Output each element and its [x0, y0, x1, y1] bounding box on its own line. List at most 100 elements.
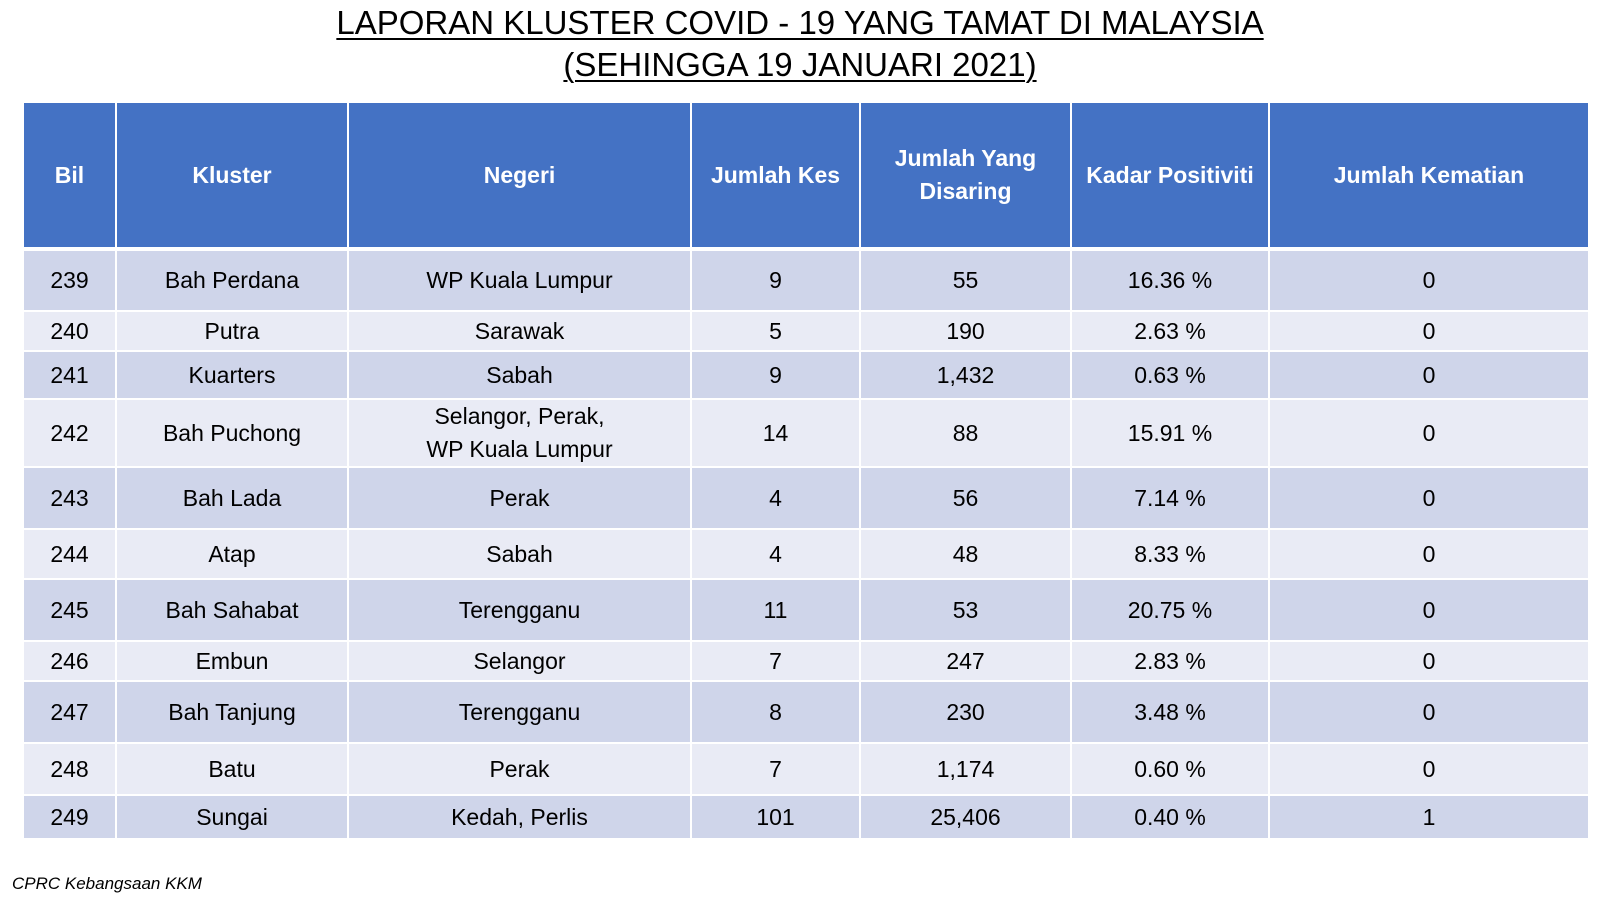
header-kadar-positiviti: Kadar Positiviti	[1070, 103, 1270, 251]
cell-kluster: Bah Perdana	[115, 249, 349, 312]
cell-negeri: Sabah	[347, 529, 692, 580]
cell-kluster: Embun	[115, 641, 349, 682]
cell-kadar-positiviti: 0.60 %	[1070, 743, 1270, 796]
cell-jumlah-kematian: 0	[1268, 641, 1590, 682]
cell-kluster: Bah Puchong	[115, 399, 349, 468]
cell-bil: 245	[22, 579, 117, 642]
cell-jumlah-kes: 4	[690, 529, 861, 580]
cell-kluster: Kuarters	[115, 351, 349, 400]
cluster-table: Bil Kluster Negeri Jumlah Kes Jumlah Yan…	[22, 103, 1590, 840]
cell-kadar-positiviti: 20.75 %	[1070, 579, 1270, 642]
cell-jumlah-disaring: 25,406	[859, 795, 1072, 840]
cell-kadar-positiviti: 2.83 %	[1070, 641, 1270, 682]
table-row: 246 Embun Selangor 7 247 2.83 % 0	[22, 641, 1590, 682]
source-note: CPRC Kebangsaan KKM	[12, 874, 202, 893]
cell-jumlah-kes: 14	[690, 399, 861, 468]
cell-jumlah-kematian: 0	[1268, 579, 1590, 642]
cell-bil: 240	[22, 311, 117, 352]
cell-kadar-positiviti: 3.48 %	[1070, 681, 1270, 744]
table-row: 244 Atap Sabah 4 48 8.33 % 0	[22, 529, 1590, 580]
cell-negeri: Terengganu	[347, 579, 692, 642]
page-title: LAPORAN KLUSTER COVID - 19 YANG TAMAT DI…	[0, 2, 1600, 86]
header-bil: Bil	[22, 103, 117, 251]
cell-jumlah-kes: 101	[690, 795, 861, 840]
cell-bil: 249	[22, 795, 117, 840]
cell-negeri: Perak	[347, 467, 692, 530]
table-row: 249 Sungai Kedah, Perlis 101 25,406 0.40…	[22, 795, 1590, 840]
cell-negeri: Sabah	[347, 351, 692, 400]
cell-negeri: Perak	[347, 743, 692, 796]
cell-jumlah-disaring: 53	[859, 579, 1072, 642]
cell-jumlah-kes: 9	[690, 351, 861, 400]
cell-negeri: Selangor	[347, 641, 692, 682]
cell-jumlah-kes: 11	[690, 579, 861, 642]
cell-kadar-positiviti: 15.91 %	[1070, 399, 1270, 468]
cell-kadar-positiviti: 16.36 %	[1070, 249, 1270, 312]
cell-bil: 242	[22, 399, 117, 468]
cell-jumlah-kematian: 0	[1268, 249, 1590, 312]
table-row: 242 Bah Puchong Selangor, Perak, WP Kuala…	[22, 399, 1590, 468]
table-row: 241 Kuarters Sabah 9 1,432 0.63 % 0	[22, 351, 1590, 400]
cell-negeri-line-1: Selangor, Perak,	[434, 403, 605, 429]
cell-kluster: Putra	[115, 311, 349, 352]
cell-kluster: Batu	[115, 743, 349, 796]
header-negeri: Negeri	[347, 103, 692, 251]
table-row: 240 Putra Sarawak 5 190 2.63 % 0	[22, 311, 1590, 352]
table-row: 248 Batu Perak 7 1,174 0.60 % 0	[22, 743, 1590, 796]
cell-kadar-positiviti: 0.63 %	[1070, 351, 1270, 400]
cell-jumlah-disaring: 1,174	[859, 743, 1072, 796]
cell-negeri: Sarawak	[347, 311, 692, 352]
cell-jumlah-disaring: 247	[859, 641, 1072, 682]
cell-negeri-line-2: WP Kuala Lumpur	[426, 436, 613, 462]
cell-jumlah-kematian: 0	[1268, 467, 1590, 530]
title-line-2: (SEHINGGA 19 JANUARI 2021)	[563, 46, 1037, 83]
cell-kadar-positiviti: 8.33 %	[1070, 529, 1270, 580]
cell-kadar-positiviti: 7.14 %	[1070, 467, 1270, 530]
header-kluster: Kluster	[115, 103, 349, 251]
header-disaring-line-1: Jumlah Yang	[894, 145, 1037, 171]
cell-kadar-positiviti: 2.63 %	[1070, 311, 1270, 352]
cell-bil: 244	[22, 529, 117, 580]
cell-jumlah-kematian: 0	[1268, 743, 1590, 796]
cell-jumlah-kes: 7	[690, 641, 861, 682]
table-row: 247 Bah Tanjung Terengganu 8 230 3.48 % …	[22, 681, 1590, 744]
cell-kluster: Atap	[115, 529, 349, 580]
cell-kluster: Sungai	[115, 795, 349, 840]
cell-bil: 247	[22, 681, 117, 744]
cell-jumlah-kes: 7	[690, 743, 861, 796]
cell-jumlah-kematian: 0	[1268, 399, 1590, 468]
cell-jumlah-kematian: 1	[1268, 795, 1590, 840]
table-row: 239 Bah Perdana WP Kuala Lumpur 9 55 16.…	[22, 249, 1590, 312]
cell-kluster: Bah Lada	[115, 467, 349, 530]
cell-jumlah-disaring: 56	[859, 467, 1072, 530]
cell-bil: 241	[22, 351, 117, 400]
header-jumlah-kematian: Jumlah Kematian	[1268, 103, 1590, 251]
title-line-1: LAPORAN KLUSTER COVID - 19 YANG TAMAT DI…	[336, 4, 1264, 41]
cell-jumlah-kematian: 0	[1268, 351, 1590, 400]
cell-jumlah-kematian: 0	[1268, 311, 1590, 352]
cell-kluster: Bah Sahabat	[115, 579, 349, 642]
table-row: 245 Bah Sahabat Terengganu 11 53 20.75 %…	[22, 579, 1590, 642]
cell-jumlah-disaring: 230	[859, 681, 1072, 744]
header-jumlah-disaring: Jumlah Yang Disaring	[859, 103, 1072, 251]
cell-jumlah-kes: 9	[690, 249, 861, 312]
cell-jumlah-disaring: 48	[859, 529, 1072, 580]
cell-jumlah-kes: 8	[690, 681, 861, 744]
cell-jumlah-disaring: 55	[859, 249, 1072, 312]
header-disaring-line-2: Disaring	[919, 178, 1012, 204]
cell-jumlah-disaring: 190	[859, 311, 1072, 352]
cell-bil: 239	[22, 249, 117, 312]
cell-kadar-positiviti: 0.40 %	[1070, 795, 1270, 840]
cell-bil: 243	[22, 467, 117, 530]
cell-jumlah-disaring: 88	[859, 399, 1072, 468]
table-row: 243 Bah Lada Perak 4 56 7.14 % 0	[22, 467, 1590, 530]
cell-jumlah-disaring: 1,432	[859, 351, 1072, 400]
cell-jumlah-kematian: 0	[1268, 681, 1590, 744]
header-jumlah-kes: Jumlah Kes	[690, 103, 861, 251]
cell-kluster: Bah Tanjung	[115, 681, 349, 744]
table-header-row: Bil Kluster Negeri Jumlah Kes Jumlah Yan…	[22, 103, 1590, 251]
cell-negeri: Terengganu	[347, 681, 692, 744]
cell-negeri: Selangor, Perak, WP Kuala Lumpur	[347, 399, 692, 468]
cell-bil: 248	[22, 743, 117, 796]
cell-negeri: WP Kuala Lumpur	[347, 249, 692, 312]
